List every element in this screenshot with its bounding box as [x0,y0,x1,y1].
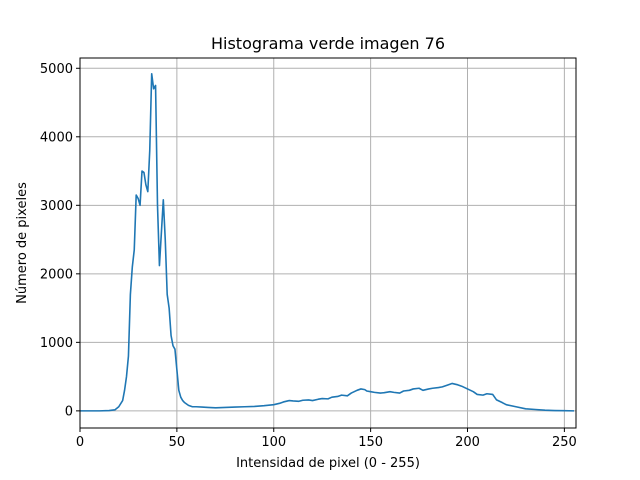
plot-series [80,72,575,412]
series-line [80,72,575,412]
y-tick-label: 1000 [40,336,73,351]
chart-title: Histograma verde imagen 76 [211,34,445,53]
y-tick-label: 0 [65,404,73,419]
x-axis-label: Intensidad de pixel (0 - 255) [236,456,420,471]
grid [79,58,576,428]
y-axis-label: Número de pixeles [15,182,30,304]
x-tick-label: 250 [552,435,577,450]
y-tick-label: 2000 [40,267,73,282]
y-tick-label: 5000 [40,62,73,77]
x-tick-label: 100 [261,435,286,450]
y-tick-label: 3000 [40,199,73,214]
x-tick-label: 50 [169,435,186,450]
x-tick-label: 200 [455,435,480,450]
y-tick-label: 4000 [40,130,73,145]
plot-frame [79,57,577,429]
x-tick-label: 0 [76,435,84,450]
x-tick-label: 150 [358,435,383,450]
axis-ticks: 0 50 100 150 200 250 0 1000 2000 3000 4000 5000 [40,62,577,450]
